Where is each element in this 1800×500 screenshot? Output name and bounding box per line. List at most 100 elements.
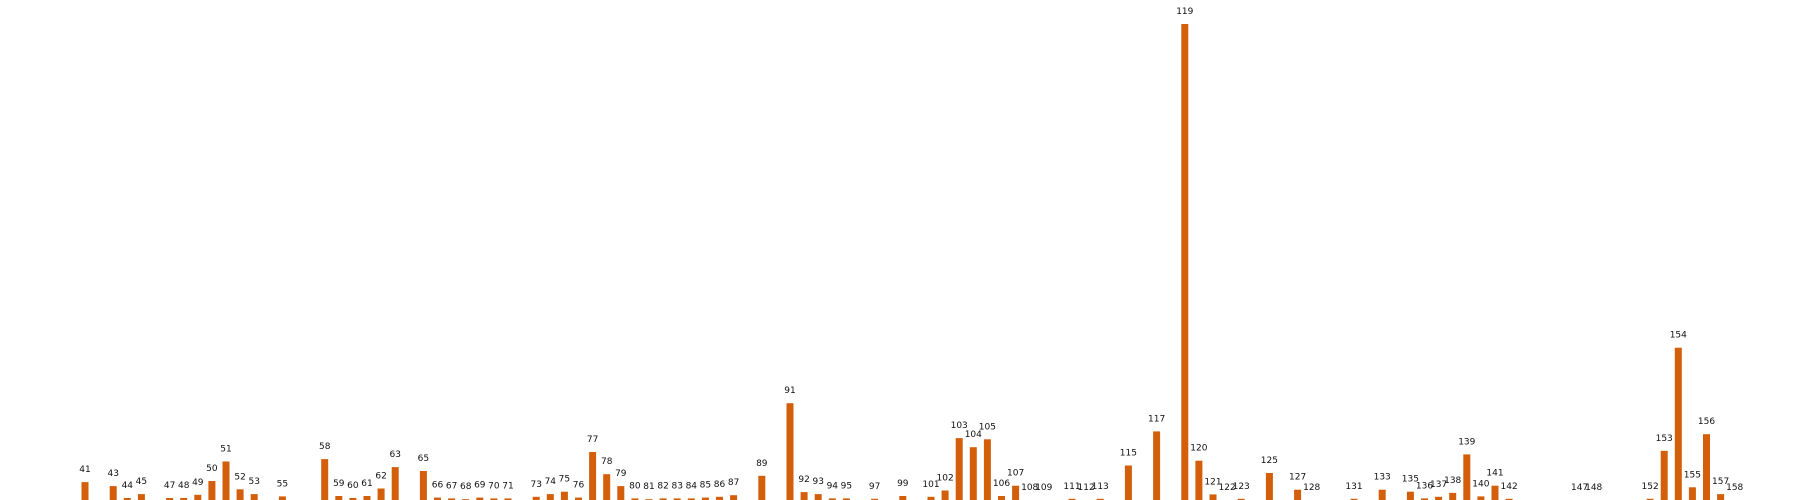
bar-69	[476, 497, 484, 500]
bar-label-53: 53	[248, 477, 259, 487]
bar-59	[335, 496, 343, 500]
bar-label-49: 49	[192, 478, 204, 488]
bar-71	[504, 498, 512, 500]
bar-label-103: 103	[951, 421, 968, 431]
bar-label-157: 157	[1712, 477, 1729, 487]
bar-115	[1124, 465, 1132, 500]
bar-label-136: 136	[1416, 481, 1433, 491]
bar-label-44: 44	[122, 481, 134, 491]
bar-label-102: 102	[937, 474, 954, 484]
bar-label-105: 105	[979, 422, 996, 432]
bar-label-131: 131	[1345, 482, 1362, 492]
bar-89	[758, 475, 766, 500]
bar-133	[1378, 489, 1386, 500]
bar-121	[1209, 494, 1217, 500]
bar-label-62: 62	[375, 472, 386, 482]
bar-86	[716, 496, 723, 500]
bars-layer	[81, 24, 1725, 500]
bar-label-133: 133	[1374, 473, 1391, 483]
bar-41	[81, 482, 89, 500]
bar-label-68: 68	[460, 482, 472, 492]
bar-93	[814, 494, 822, 500]
bar-137	[1435, 496, 1443, 500]
bar-79	[617, 486, 625, 500]
bar-58	[321, 459, 329, 500]
bar-101	[927, 496, 935, 500]
bar-43	[109, 486, 117, 500]
bar-label-48: 48	[178, 481, 190, 491]
bar-65	[419, 471, 427, 500]
bar-48	[180, 498, 188, 500]
bar-53	[250, 494, 258, 500]
bar-99	[899, 496, 907, 500]
bar-label-51: 51	[220, 445, 231, 455]
bar-label-112: 112	[1078, 483, 1095, 493]
bar-label-92: 92	[798, 475, 809, 485]
bar-label-74: 74	[545, 477, 557, 487]
bar-152	[1646, 498, 1654, 500]
bar-51	[222, 461, 230, 500]
bar-label-45: 45	[136, 477, 147, 487]
bar-label-111: 111	[1063, 482, 1080, 492]
bar-label-119: 119	[1176, 7, 1193, 17]
bar-label-58: 58	[319, 442, 331, 452]
bar-label-66: 66	[432, 481, 444, 491]
bar-label-148: 148	[1585, 483, 1602, 493]
bar-label-81: 81	[643, 482, 654, 492]
bar-label-141: 141	[1486, 469, 1503, 479]
bar-45	[137, 494, 145, 500]
bar-155	[1688, 487, 1696, 500]
bar-83	[673, 498, 681, 500]
bar-label-41: 41	[79, 465, 90, 475]
bar-117	[1153, 431, 1161, 500]
bar-136	[1421, 498, 1428, 500]
bar-label-47: 47	[164, 481, 175, 491]
bar-135	[1406, 491, 1414, 500]
bar-84	[687, 498, 695, 500]
bar-label-73: 73	[530, 480, 541, 490]
bar-label-117: 117	[1148, 414, 1165, 424]
bar-103	[955, 438, 963, 500]
bar-120	[1195, 460, 1203, 500]
bar-label-77: 77	[587, 435, 598, 445]
bar-label-109: 109	[1035, 483, 1052, 493]
bar-106	[998, 496, 1005, 500]
bar-105	[983, 439, 991, 500]
bar-157	[1717, 494, 1725, 500]
bar-label-140: 140	[1472, 479, 1489, 489]
bar-60	[349, 498, 357, 500]
bar-102	[941, 490, 949, 500]
bar-label-107: 107	[1007, 469, 1024, 479]
bar-66	[434, 497, 441, 500]
bar-73	[532, 496, 540, 500]
bar-label-125: 125	[1261, 456, 1278, 466]
bar-label-154: 154	[1670, 331, 1687, 341]
bar-49	[194, 494, 202, 500]
bar-91	[786, 403, 794, 500]
bar-154	[1674, 347, 1682, 500]
bar-111	[1068, 498, 1076, 500]
bar-107	[1012, 485, 1020, 500]
bar-113	[1096, 498, 1104, 500]
bar-label-67: 67	[446, 481, 457, 491]
bar-label-138: 138	[1444, 476, 1461, 486]
bar-67	[448, 498, 456, 500]
bar-label-63: 63	[389, 450, 400, 460]
bar-label-101: 101	[922, 480, 939, 490]
bar-label-122: 122	[1219, 483, 1236, 493]
bar-label-113: 113	[1092, 482, 1109, 492]
bar-61	[363, 496, 371, 500]
bar-74	[546, 494, 554, 500]
bar-label-61: 61	[361, 479, 372, 489]
bar-label-127: 127	[1289, 473, 1306, 483]
bar-label-156: 156	[1698, 417, 1715, 427]
bar-94	[828, 498, 836, 500]
bar-77	[589, 452, 597, 500]
bar-label-80: 80	[629, 481, 641, 491]
bar-label-147: 147	[1571, 483, 1588, 493]
bar-87	[730, 495, 738, 500]
bar-140	[1477, 496, 1485, 500]
bar-85	[701, 497, 709, 500]
bar-label-89: 89	[756, 459, 768, 469]
bar-label-104: 104	[965, 430, 982, 440]
